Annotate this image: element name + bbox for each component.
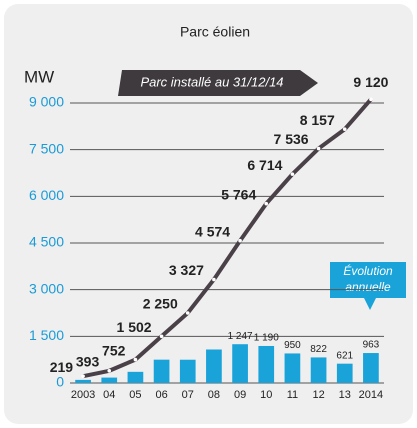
bar-label: 621: [336, 350, 353, 361]
annotation-box-2: [330, 262, 406, 310]
y-tick-label: 7 500: [29, 140, 64, 156]
point: [81, 374, 85, 378]
annotation-2: Évolution: [343, 263, 393, 278]
point-label: 9 120: [353, 74, 388, 90]
point-label: 393: [76, 353, 100, 369]
bar-label: 1 190: [254, 333, 279, 344]
y-tick-label: 3 000: [29, 280, 64, 296]
bar: [363, 353, 379, 383]
point: [212, 277, 216, 282]
x-tick-label: 10: [260, 389, 272, 401]
y-tick-label: 1 500: [29, 327, 64, 343]
y-tick-label: 9 000: [29, 94, 64, 110]
point-label: 7 536: [274, 131, 309, 147]
bar-label: 950: [284, 340, 301, 351]
point: [342, 127, 347, 132]
y-tick-label: 4 500: [29, 234, 64, 250]
bar: [75, 379, 91, 383]
point: [316, 146, 321, 151]
x-tick-label: 06: [155, 389, 167, 401]
point-label: 752: [102, 342, 126, 358]
bar: [101, 377, 118, 383]
y-tick-label: 6 000: [29, 187, 64, 203]
point: [290, 172, 295, 176]
bar-label: 1 247: [228, 331, 253, 342]
annotation: Parc installé au 31/12/14: [140, 74, 283, 89]
panel: [4, 4, 413, 424]
x-tick-label: 2003: [71, 389, 95, 401]
x-tick-label: 04: [103, 389, 115, 401]
point: [185, 311, 190, 315]
x-tick-label: 2014: [359, 389, 383, 401]
point-label: 8 157: [300, 112, 335, 128]
x-tick-label: 11: [287, 389, 298, 401]
bar: [310, 357, 327, 383]
x-tick-label: 07: [182, 389, 194, 401]
point: [238, 238, 242, 243]
annotation-2: annuelle: [345, 280, 391, 294]
bar-label: 963: [363, 340, 380, 351]
bar: [258, 345, 275, 383]
point: [107, 368, 112, 373]
x-tick-label: 13: [339, 389, 351, 401]
y-tick-label: 0: [56, 374, 64, 390]
bar: [232, 344, 248, 383]
point-label: 6 714: [247, 157, 282, 173]
bar: [179, 359, 196, 383]
point-label: 1 502: [117, 319, 152, 335]
point-label: 3 327: [169, 262, 204, 278]
bar: [153, 359, 170, 383]
bar: [206, 349, 222, 383]
line: [82, 97, 373, 379]
x-tick-label: 08: [208, 389, 220, 401]
annotation-box: [118, 70, 318, 96]
point-label: 2 250: [143, 296, 178, 312]
y-axis-label: MW: [24, 67, 54, 86]
x-tick-label: 09: [234, 389, 246, 401]
point-label: 4 574: [195, 223, 230, 239]
bar-label: 822: [310, 344, 327, 355]
bar: [127, 371, 144, 383]
chart-title: Parc éolien: [180, 24, 250, 40]
bar: [284, 353, 301, 383]
bar: [336, 363, 353, 383]
point-label: 219: [50, 359, 74, 375]
point-label: 5 764: [221, 186, 256, 202]
point: [369, 97, 373, 102]
x-tick-label: 05: [129, 389, 141, 401]
point: [133, 357, 138, 362]
point: [159, 334, 164, 339]
point: [264, 201, 269, 206]
x-tick-label: 12: [312, 389, 324, 401]
